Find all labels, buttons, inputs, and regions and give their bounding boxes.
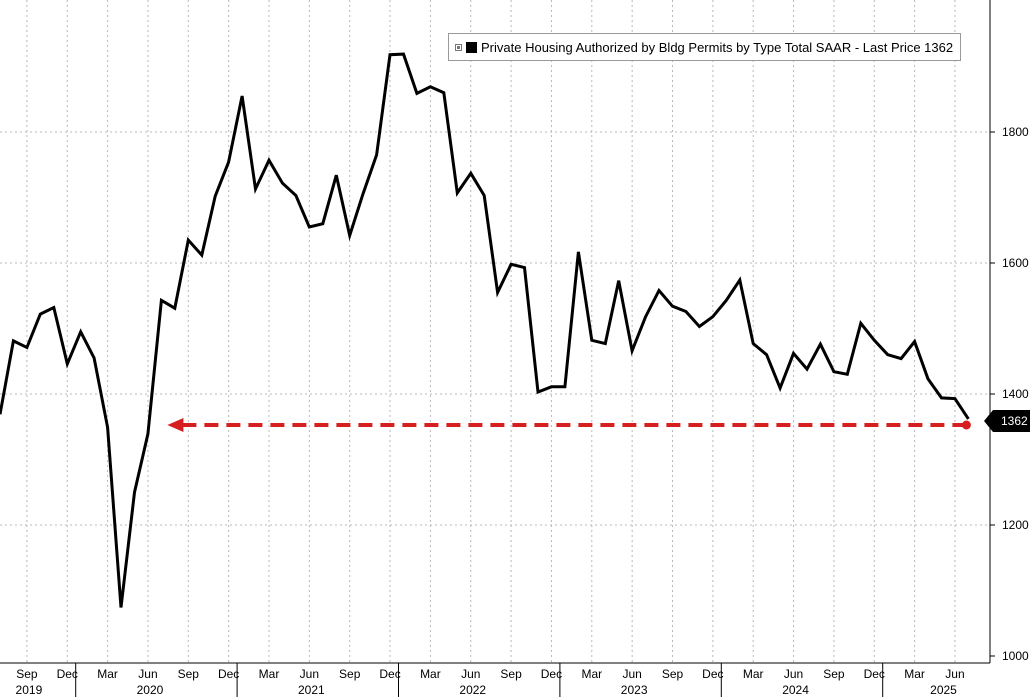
year-label: 2019	[16, 683, 43, 697]
x-tick-label: Dec	[57, 667, 78, 681]
series-line	[0, 52, 970, 608]
legend-label: Private Housing Authorized by Bldg Permi…	[481, 39, 954, 55]
y-tick-label: 1400	[1002, 387, 1029, 401]
x-tick-label: Mar	[581, 667, 602, 681]
x-tick-label: Sep	[823, 667, 845, 681]
x-tick-label: Dec	[218, 667, 239, 681]
x-tick-label: Jun	[622, 667, 641, 681]
y-tick-label: 1000	[1002, 649, 1029, 663]
legend-swatch	[466, 41, 477, 53]
year-label: 2022	[459, 683, 486, 697]
x-tick-label: Sep	[339, 667, 361, 681]
annotation-layer	[167, 418, 971, 432]
x-tick-label: Mar	[97, 667, 118, 681]
x-tick-label: Dec	[702, 667, 723, 681]
x-tick-label: Jun	[945, 667, 964, 681]
x-tick-label: Dec	[541, 667, 562, 681]
x-tick-label: Mar	[420, 667, 441, 681]
x-tick-label: Jun	[138, 667, 157, 681]
legend-toggle-icon[interactable]	[455, 43, 462, 51]
x-tick-label: Sep	[500, 667, 522, 681]
x-tick-label: Mar	[259, 667, 280, 681]
x-tick-label: Mar	[743, 667, 764, 681]
y-tick-label: 1600	[1002, 256, 1029, 270]
x-tick-label: Jun	[300, 667, 319, 681]
x-tick-label: Dec	[864, 667, 885, 681]
year-label: 2025	[930, 683, 957, 697]
grid-layer	[0, 0, 990, 663]
x-tick-label: Dec	[379, 667, 400, 681]
y-tick-label: 1200	[1002, 518, 1029, 532]
x-tick-label: Sep	[178, 667, 200, 681]
series-layer	[0, 52, 970, 608]
x-tick-label: Jun	[461, 667, 480, 681]
x-tick-label: Sep	[16, 667, 38, 681]
x-tick-label: Jun	[784, 667, 803, 681]
last-value-tag: 1362	[984, 410, 1030, 432]
year-label: 2020	[137, 683, 164, 697]
year-label: 2021	[298, 683, 325, 697]
legend[interactable]: Private Housing Authorized by Bldg Permi…	[448, 33, 962, 61]
year-label: 2024	[782, 683, 809, 697]
arrow-head-icon	[167, 418, 184, 432]
x-tick-label: Mar	[904, 667, 925, 681]
arrow-origin-dot	[961, 420, 971, 430]
y-tick-label: 1800	[1002, 125, 1029, 139]
x-tick-label: Sep	[662, 667, 684, 681]
year-label: 2023	[621, 683, 648, 697]
